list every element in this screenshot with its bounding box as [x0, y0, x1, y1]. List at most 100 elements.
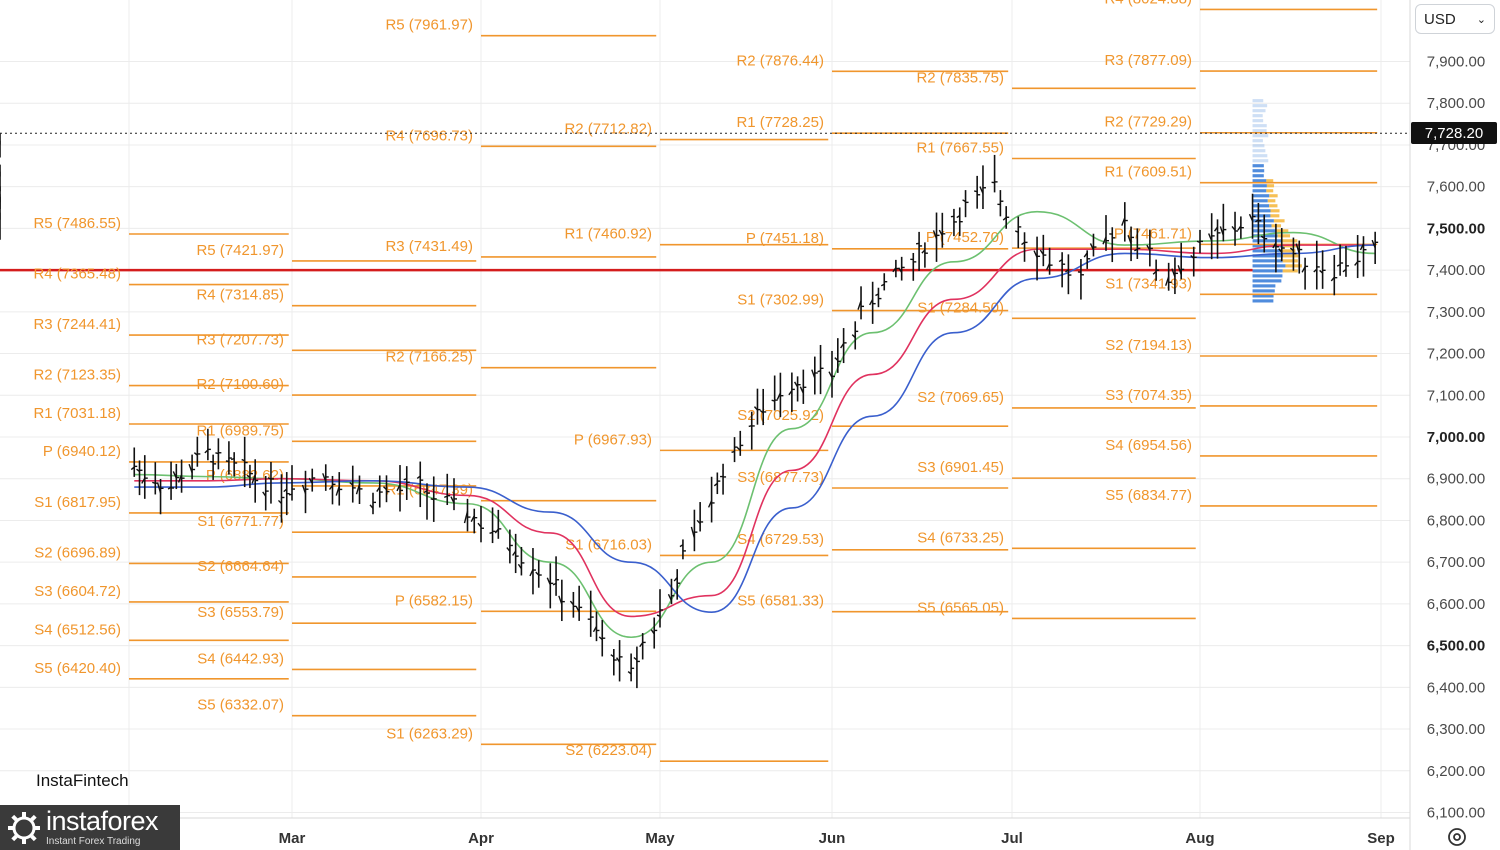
time-axis: Mar Apr May Jun Jul Aug Sep: [0, 818, 1410, 847]
volume-bar-buy: [1253, 99, 1264, 102]
pivot-label: R3 (7207.73): [196, 331, 284, 348]
chart-grid: [0, 0, 1410, 818]
chevron-down-icon: ⌄: [1477, 13, 1486, 26]
pivot-label: S2 (6223.04): [565, 742, 652, 759]
pivot-label: R2 (7100.60): [196, 376, 284, 393]
currency-select-value: USD: [1424, 11, 1456, 28]
pivot-label: R1 (7609.51): [1104, 164, 1192, 181]
volume-bar-buy: [1253, 189, 1267, 192]
price-bar-open: [772, 400, 775, 401]
pivot-label: S4 (6954.56): [1105, 437, 1192, 454]
volume-bar-buy: [1253, 224, 1272, 227]
pivot-label: P (7451.18): [746, 230, 824, 247]
volume-bar-buy: [1253, 164, 1264, 167]
pivot-label: R5 (7421.97): [196, 242, 284, 259]
settings-icon[interactable]: [1446, 826, 1468, 848]
pivot-label: P (6582.15): [395, 592, 473, 609]
pivot-label: S5 (6834.77): [1105, 487, 1192, 504]
price-tick-label: 7,500.00: [1427, 220, 1485, 237]
pivot-label: S1 (7341.93): [1105, 275, 1192, 292]
volume-bar-sell: [1266, 179, 1273, 182]
price-tick-label: 6,500.00: [1427, 638, 1485, 655]
volume-bar-sell: [1283, 259, 1298, 262]
pivot-label: S1 (6817.95): [34, 494, 121, 511]
pivot-label: R3 (7431.49): [385, 238, 473, 255]
volume-bar-sell: [1283, 269, 1298, 272]
volume-bar-buy: [1253, 269, 1283, 272]
pivot-label: S4 (6442.93): [197, 650, 284, 667]
gear-logo-icon: [6, 810, 42, 846]
volume-bar-sell: [1283, 254, 1298, 257]
pivot-levels: R5 (7486.55) R4 (7365.48) R3 (7244.41) R2 (…: [33, 0, 1377, 761]
volume-bar-buy: [1253, 154, 1268, 157]
pivot-label: S2 (6696.89): [34, 544, 121, 561]
volume-bar-buy: [1253, 204, 1270, 207]
volume-bar-buy: [1253, 289, 1275, 292]
pivot-label: R1 (7728.25): [736, 114, 824, 131]
pivot-label: P (6967.93): [574, 431, 652, 448]
price-tick-label: 6,100.00: [1427, 804, 1485, 821]
price-bar-open: [404, 479, 407, 480]
pivot-label: R2 (7712.82): [564, 121, 652, 138]
pivot-label: S1 (6771.77): [197, 513, 284, 530]
price-tick-label: 7,900.00: [1427, 54, 1485, 71]
volume-bar-sell: [1268, 199, 1276, 202]
volume-bar-buy: [1253, 184, 1267, 187]
volume-bar-buy: [1253, 139, 1263, 142]
volume-bar-buy: [1253, 209, 1271, 212]
month-tick-label: May: [645, 830, 675, 847]
volume-bar-buy: [1253, 279, 1282, 282]
price-tick-label: 7,600.00: [1427, 179, 1485, 196]
brand-watermark: InstaFintech: [36, 771, 129, 791]
price-bar-open: [289, 494, 292, 495]
volume-bar-buy: [1253, 119, 1264, 122]
pivot-label: R1 (7460.92): [564, 226, 652, 243]
pivot-label: S1 (7302.99): [737, 292, 824, 309]
price-tick-label: 7,400.00: [1427, 262, 1485, 279]
volume-bar-sell: [1266, 189, 1273, 192]
month-tick-label: Apr: [468, 830, 494, 847]
volume-bar-buy: [1253, 199, 1268, 202]
price-tick-label: 6,400.00: [1427, 679, 1485, 696]
price-bar-open: [215, 453, 218, 454]
price-tick-label: 6,800.00: [1427, 512, 1485, 529]
pivot-label: R4 (7314.85): [196, 287, 284, 304]
pivot-label: S2 (6664.64): [197, 558, 284, 575]
currency-select[interactable]: USD ⌄: [1415, 4, 1495, 34]
price-bar-open: [490, 532, 493, 533]
volume-bar-buy: [1253, 144, 1265, 147]
pivot-label: R4 (7696.73): [385, 127, 473, 144]
pivot-label: S4 (6512.56): [34, 621, 121, 638]
volume-bar-buy: [1253, 249, 1282, 252]
volume-bar-buy: [1253, 284, 1276, 287]
pivot-label: S3 (6553.79): [197, 604, 284, 621]
pivot-label: P (7452.70): [926, 229, 1004, 246]
price-tick-label: 7,100.00: [1427, 387, 1485, 404]
pivot-label: R3 (7244.41): [33, 316, 121, 333]
pivot-label: R1 (7031.18): [33, 405, 121, 422]
price-bar-open: [732, 452, 735, 453]
pivot-label: S5 (6332.07): [197, 697, 284, 714]
pivot-label: S3 (6877.73): [737, 469, 824, 486]
pivot-label: S5 (6565.05): [917, 599, 1004, 616]
pivot-label: R5 (7961.97): [385, 17, 473, 34]
price-bar-open: [152, 482, 155, 483]
logo-name: instaforex: [46, 808, 158, 835]
pivot-label: S5 (6581.33): [737, 593, 824, 610]
volume-bar-buy: [1253, 124, 1267, 127]
volume-bar-buy: [1253, 299, 1274, 302]
month-tick-label: Mar: [279, 830, 306, 847]
volume-bar-buy: [1253, 104, 1268, 107]
pivot-label: R2 (7876.44): [736, 52, 824, 69]
pivot-label: S1 (7284.50): [917, 299, 1004, 316]
price-tick-label: 7,000.00: [1427, 429, 1485, 446]
pivot-label: R4 (8024.88): [1104, 0, 1192, 7]
volume-bar-buy: [1253, 274, 1283, 277]
volume-bar-buy: [1253, 159, 1269, 162]
pivot-label: R1 (6989.75): [196, 422, 284, 439]
price-bar-open: [431, 499, 434, 500]
pivot-label: R4 (7365.48): [33, 266, 121, 283]
volume-bar-sell: [1269, 194, 1277, 197]
price-tick-label: 7,300.00: [1427, 304, 1485, 321]
